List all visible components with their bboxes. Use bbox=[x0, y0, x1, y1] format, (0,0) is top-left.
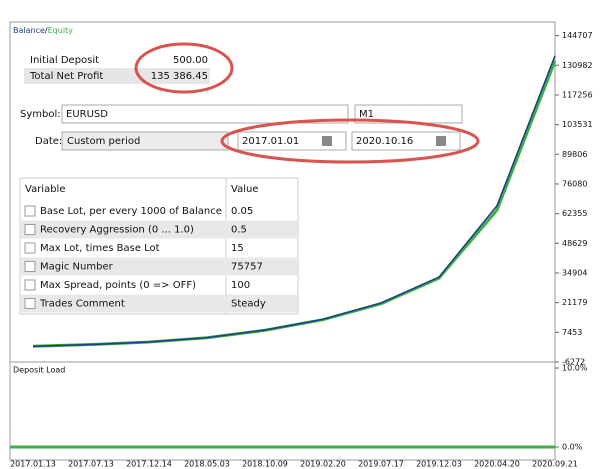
param-value: 100 bbox=[231, 280, 250, 291]
date-picker[interactable] bbox=[237, 131, 347, 151]
param-value: 0.5 bbox=[231, 225, 247, 236]
y-tick-label: 10.0% bbox=[562, 364, 588, 373]
date-mode-value: Custom period bbox=[67, 136, 140, 147]
period-value: M1 bbox=[359, 109, 374, 120]
calendar-icon bbox=[322, 136, 332, 146]
checkbox[interactable] bbox=[24, 261, 36, 272]
checkbox[interactable] bbox=[24, 242, 36, 254]
param-value: 75757 bbox=[231, 262, 263, 273]
param-name: Trades Comment bbox=[39, 299, 125, 310]
summary-label: Initial Deposit bbox=[30, 55, 99, 66]
legend: Balance/Equity bbox=[13, 26, 73, 35]
legend-entry: / bbox=[45, 26, 48, 35]
param-table bbox=[19, 177, 299, 315]
y-tick-label: 144707 bbox=[562, 31, 593, 40]
param-name: Recovery Aggression (0 ... 1.0) bbox=[40, 225, 194, 236]
summary-label: Total Net Profit bbox=[29, 71, 103, 82]
symbol-label: Symbol: bbox=[20, 109, 61, 120]
checkbox[interactable] bbox=[24, 224, 36, 235]
x-tick-label: 2019.07.17 bbox=[358, 460, 404, 469]
date-label: Date: bbox=[35, 136, 62, 147]
y-tick-label: 130982 bbox=[562, 61, 593, 70]
series-line bbox=[32, 55, 556, 348]
y-tick-label: 103531 bbox=[562, 120, 593, 129]
param-name: Magic Number bbox=[40, 262, 114, 273]
x-tick-label: 2020.04.20 bbox=[474, 460, 520, 469]
param-name: Max Lot, times Base Lot bbox=[40, 243, 160, 254]
param-value: 15 bbox=[231, 243, 244, 254]
y-tick-label: 62355 bbox=[562, 209, 587, 218]
highlight bbox=[134, 42, 234, 94]
y-tick-label: 117256 bbox=[562, 90, 593, 99]
y-tick-label: 7453 bbox=[562, 328, 582, 337]
x-tick-label: 2017.12.14 bbox=[126, 460, 172, 469]
legend-entry: Equity bbox=[48, 26, 74, 35]
y-tick-label: 48629 bbox=[562, 239, 587, 248]
table-header: Variable bbox=[25, 184, 66, 195]
date-value: 2020.10.16 bbox=[356, 136, 413, 147]
x-tick-label: 2019.12.03 bbox=[416, 460, 462, 469]
y-tick-label: 0.0% bbox=[562, 443, 583, 452]
row-bg bbox=[21, 257, 297, 276]
y-tick-label: 89806 bbox=[562, 150, 587, 159]
date-mode[interactable] bbox=[61, 131, 229, 151]
param-value: Steady bbox=[231, 299, 266, 310]
highlight bbox=[220, 118, 480, 164]
checkbox[interactable] bbox=[24, 205, 36, 217]
x-tick-label: 2017.01.13 bbox=[10, 460, 56, 469]
chart-title: Deposit Load bbox=[13, 366, 65, 375]
calendar-icon bbox=[436, 136, 446, 146]
symbol-select[interactable] bbox=[61, 104, 349, 124]
symbol-value: EURUSD bbox=[66, 109, 108, 120]
summary-value: 500.00 bbox=[173, 55, 208, 66]
x-tick-label: 2019.02.20 bbox=[300, 460, 346, 469]
param-name: Base Lot, per every 1000 of Balance bbox=[40, 206, 222, 217]
x-tick-label: 2020.09.21 bbox=[532, 460, 578, 469]
y-tick-label: 76080 bbox=[562, 179, 587, 188]
table-header: Value bbox=[231, 184, 258, 195]
load-chart-frame bbox=[9, 361, 556, 461]
date-picker[interactable] bbox=[351, 131, 461, 151]
date-value: 2017.01.01 bbox=[242, 136, 299, 147]
y-tick-label: 21179 bbox=[562, 298, 587, 307]
y-tick-label: 34904 bbox=[562, 268, 587, 277]
x-tick-label: 2018.05.03 bbox=[184, 460, 230, 469]
summary-value: 135 386.45 bbox=[151, 71, 208, 82]
param-name: Max Spread, points (0 => OFF) bbox=[40, 280, 196, 291]
checkbox[interactable] bbox=[24, 279, 36, 291]
row-bg bbox=[21, 220, 297, 239]
x-tick-label: 2017.07.13 bbox=[68, 460, 114, 469]
y-tick-label: -6272 bbox=[562, 358, 585, 367]
row-bg bbox=[21, 294, 297, 313]
summary-row-bg bbox=[24, 68, 210, 84]
legend-entry: Balance bbox=[13, 26, 45, 35]
param-value: 0.05 bbox=[231, 206, 253, 217]
x-tick-label: 2018.10.09 bbox=[242, 460, 288, 469]
checkbox[interactable] bbox=[24, 298, 36, 309]
